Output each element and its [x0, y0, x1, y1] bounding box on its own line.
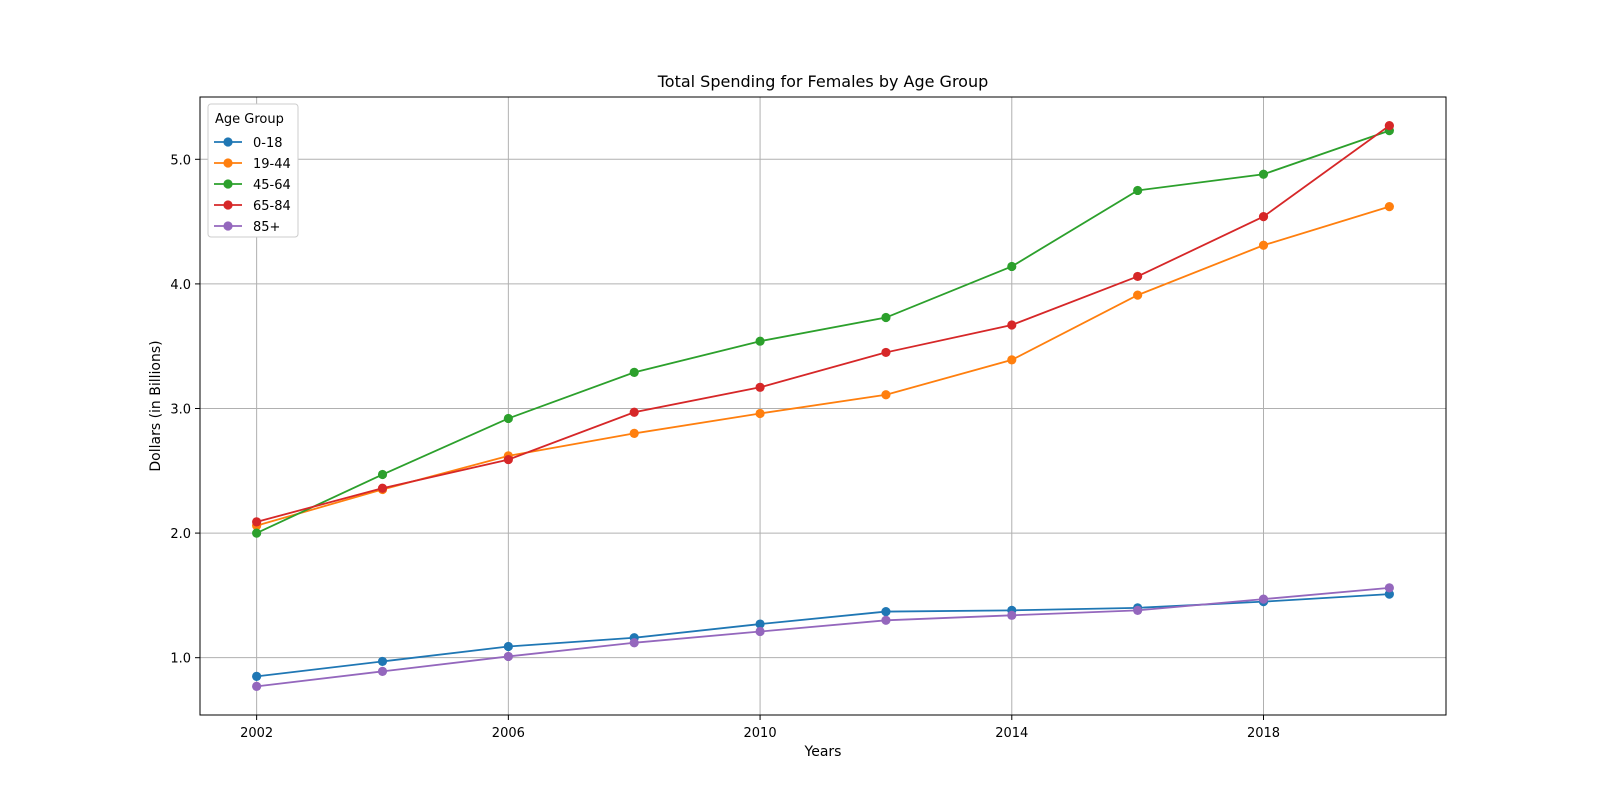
grid — [200, 97, 1446, 715]
data-point — [252, 517, 262, 527]
plot-frame — [199, 96, 1447, 716]
data-point — [755, 619, 765, 629]
data-point — [881, 312, 891, 323]
data-point — [1007, 355, 1017, 365]
data-point — [377, 483, 388, 493]
x-tick-label: 2010 — [744, 726, 777, 741]
data-point — [1258, 240, 1269, 250]
series-group — [252, 121, 1394, 691]
y-axis-label: Dollars (in Billions) — [148, 340, 164, 471]
series-65-84 — [252, 121, 1394, 527]
data-point — [503, 413, 513, 424]
data-point — [881, 347, 891, 358]
data-point — [629, 428, 639, 439]
legend-entry: 0-18 — [214, 136, 283, 151]
data-point — [1384, 121, 1394, 131]
legend-label: 65-84 — [253, 199, 291, 214]
data-point — [881, 606, 891, 617]
legend-title: Age Group — [215, 112, 284, 127]
legend: Age Group 0-18 19-44 45-64 65-84 85+ — [207, 103, 299, 238]
legend-entry: 65-84 — [214, 199, 291, 214]
data-point — [629, 638, 639, 648]
data-point — [377, 656, 388, 667]
data-point — [1133, 271, 1143, 282]
x-axis-label: Years — [804, 744, 842, 760]
legend-marker — [223, 221, 233, 231]
data-point — [755, 382, 765, 392]
series-45-64 — [252, 126, 1394, 538]
data-point — [629, 367, 639, 377]
y-tick-label: 5.0 — [170, 153, 191, 168]
data-point — [1258, 212, 1269, 222]
legend-marker — [223, 158, 233, 168]
chart-title: Total Spending for Females by Age Group — [657, 72, 989, 91]
data-point — [1007, 320, 1017, 330]
y-tick-label: 4.0 — [170, 278, 191, 293]
data-point — [252, 681, 262, 691]
x-tick-label: 2006 — [492, 726, 525, 741]
x-tick-label: 2002 — [240, 726, 273, 741]
data-point — [1133, 290, 1143, 300]
data-point — [755, 336, 765, 346]
data-point — [377, 666, 388, 676]
y-tick-label: 1.0 — [170, 652, 191, 667]
x-tick-label: 2014 — [995, 726, 1028, 741]
axis-ticks: 2002 2006 2010 2014 2018 1.0 2.0 3.0 4.0 5.0 — [170, 153, 1280, 741]
legend-marker — [223, 200, 233, 210]
legend-entry: 85+ — [214, 220, 280, 235]
data-point — [881, 615, 891, 625]
series-line — [256, 129, 1390, 534]
series-85plus — [252, 583, 1394, 691]
series-line — [256, 205, 1390, 527]
legend-label: 85+ — [253, 220, 280, 235]
data-point — [881, 390, 891, 400]
data-point — [377, 469, 388, 480]
data-point — [252, 528, 262, 538]
legend-label: 19-44 — [253, 157, 291, 172]
data-point — [503, 651, 513, 662]
y-tick-label: 3.0 — [170, 402, 191, 417]
y-tick-label: 2.0 — [170, 527, 191, 542]
data-point — [1384, 202, 1394, 212]
data-point — [755, 626, 765, 637]
legend-entry: 19-44 — [214, 157, 291, 172]
data-point — [1133, 605, 1143, 615]
data-point — [1007, 610, 1017, 620]
legend-label: 45-64 — [253, 178, 291, 193]
data-point — [1258, 169, 1269, 179]
data-point — [755, 408, 765, 419]
legend-marker — [223, 179, 233, 189]
data-point — [629, 407, 639, 417]
series-line — [256, 593, 1390, 678]
data-point — [1384, 583, 1394, 593]
series-line — [256, 124, 1390, 523]
x-tick-label: 2018 — [1247, 726, 1280, 741]
data-point — [503, 641, 513, 652]
data-point — [503, 454, 513, 465]
legend-label: 0-18 — [253, 136, 283, 151]
legend-entry: 45-64 — [214, 178, 291, 193]
series-19-44 — [252, 202, 1394, 531]
legend-marker — [223, 137, 233, 147]
series-line — [256, 587, 1390, 688]
data-point — [1258, 594, 1269, 604]
data-point — [1007, 261, 1017, 272]
data-point — [1133, 185, 1143, 196]
data-point — [252, 671, 262, 681]
